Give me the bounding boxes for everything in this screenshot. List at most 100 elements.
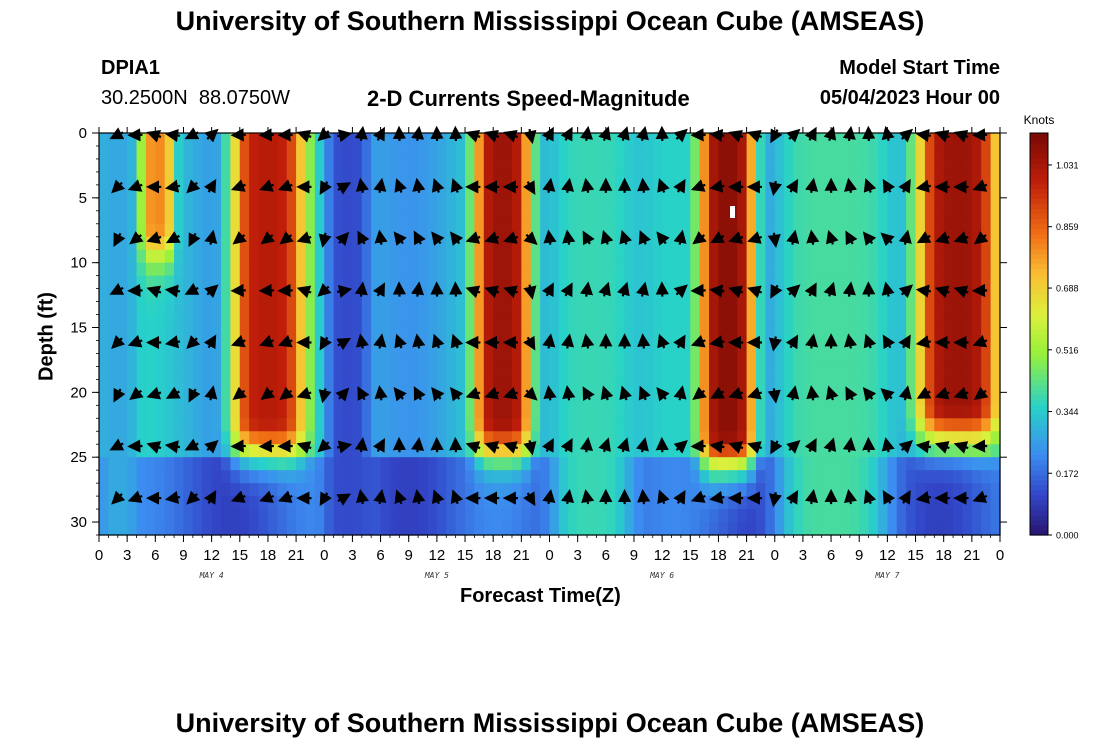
heat-cell [511,275,522,290]
heat-cell [408,145,419,160]
heat-cell [164,483,175,497]
heat-cell [192,223,203,238]
heat-cell [953,210,964,225]
heat-cell [314,249,325,264]
heat-cell [202,275,213,290]
heat-cell [408,457,419,471]
heat-cell [436,327,447,342]
heat-cell [530,418,541,432]
heat-cell [643,249,654,264]
heat-cell [587,158,598,173]
heat-cell [343,457,354,471]
heat-cell [333,353,344,368]
heat-cell [906,392,917,406]
heat-cell [662,379,673,393]
current-arrow [449,281,463,297]
heat-cell [793,470,804,484]
current-arrow [260,386,276,401]
heat-cell [324,314,335,329]
heat-cell [558,483,569,497]
heat-cell [530,327,541,342]
heat-cell [981,444,992,458]
current-arrow [204,385,218,401]
heat-cell [127,197,138,212]
heat-cell [399,366,410,380]
heat-cell [202,470,213,484]
heat-cell [136,353,147,368]
colorbar-swatch [1030,193,1048,199]
heat-cell [418,301,429,316]
current-arrow [637,177,651,193]
heat-cell [887,353,898,368]
current-arrow [411,281,425,297]
heat-cell [577,418,588,432]
heat-cell [896,314,907,329]
heat-cell [145,275,156,290]
heat-cell [202,171,213,186]
heat-cell [418,483,429,497]
heat-cell [727,522,738,536]
heat-cell [624,197,635,212]
heat-cell [399,197,410,212]
heat-cell [221,366,231,380]
heat-cell [643,262,654,277]
heat-cell [267,457,278,471]
heat-cell [483,314,494,329]
heat-cell [361,327,372,342]
heat-cell [305,522,316,536]
heat-cell [718,275,729,290]
heat-cell [765,301,776,316]
heat-cell [859,197,870,212]
current-arrow [259,179,274,192]
current-arrow [806,229,820,245]
heat-cell [746,314,757,329]
heat-cell [333,314,344,329]
heat-cell [540,431,551,445]
heat-cell [690,171,701,186]
heat-cell [793,340,804,355]
heat-cell [802,457,813,471]
heat-cell [587,522,598,536]
heat-cell [427,145,438,160]
heat-cell [699,288,710,303]
heat-cell [202,418,213,432]
heat-cell [427,405,438,419]
heat-cell [108,327,119,342]
current-arrow [638,385,651,401]
heat-cell [258,457,269,471]
heat-cell [380,418,391,432]
heat-cell [746,171,757,186]
current-arrow [561,177,575,193]
heat-cell [680,327,691,342]
heat-cell [352,275,363,290]
heat-cell [709,483,720,497]
heat-cell [408,249,419,264]
heat-cell [314,457,325,471]
heat-cell [652,353,663,368]
heat-cell [680,405,691,419]
colorbar-swatch [1030,524,1048,531]
heat-cell [981,249,992,264]
heat-cell [962,418,973,432]
heat-cell [615,431,626,445]
heat-cell [615,418,626,432]
current-arrow [232,231,247,245]
heat-cell [793,249,804,264]
heat-cell [192,522,203,536]
heat-cell [286,327,297,342]
heat-cell [343,275,354,290]
heat-cell [136,145,147,160]
heat-cell [615,275,626,290]
heat-cell [718,158,729,173]
heat-cell [896,353,907,368]
heat-cell [183,353,194,368]
heat-cell [821,418,832,432]
current-arrow [882,334,896,350]
heat-cell [784,171,795,186]
heat-cell [352,145,363,160]
heat-cell [774,470,785,484]
heat-cell [493,223,504,238]
heat-cell [549,262,560,277]
heat-cell [164,457,175,471]
heat-cell [633,470,644,484]
